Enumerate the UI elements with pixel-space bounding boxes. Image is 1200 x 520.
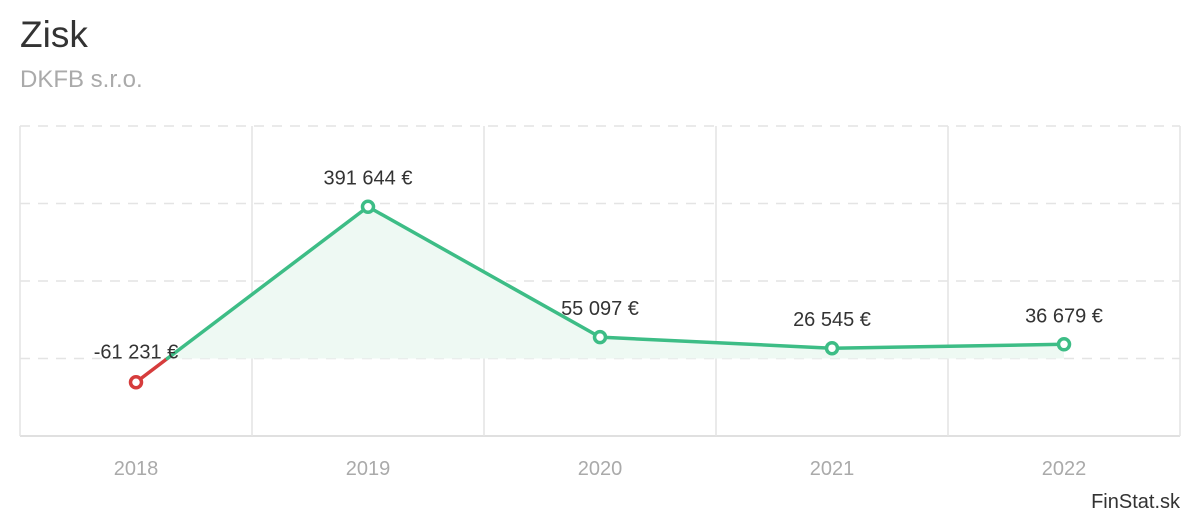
data-label: 36 679 € [1025, 305, 1103, 327]
data-label: -61 231 € [94, 342, 179, 364]
data-label: 391 644 € [324, 168, 413, 190]
data-label: 26 545 € [793, 309, 871, 331]
data-point [128, 374, 144, 390]
x-tick-label: 2021 [810, 458, 855, 480]
brand-label[interactable]: FinStat.sk [1091, 491, 1180, 513]
x-tick-label: 2018 [114, 458, 159, 480]
line-segment-positive [598, 335, 834, 350]
data-point [360, 199, 376, 214]
chart-subtitle: DKFB s.r.o. [20, 66, 143, 93]
data-point [592, 329, 608, 345]
data-point [824, 340, 840, 356]
data-point [1056, 337, 1072, 352]
x-tick-label: 2019 [346, 458, 391, 480]
line-segment-positive [830, 342, 1066, 350]
x-tick-label: 2020 [578, 458, 623, 480]
chart-title: Zisk [20, 14, 88, 55]
line-segment-positive [366, 204, 602, 339]
x-tick-label: 2022 [1042, 458, 1087, 480]
profit-area-fill [167, 206, 1065, 359]
data-label: 55 097 € [561, 298, 639, 320]
line-segment-positive [165, 204, 370, 361]
